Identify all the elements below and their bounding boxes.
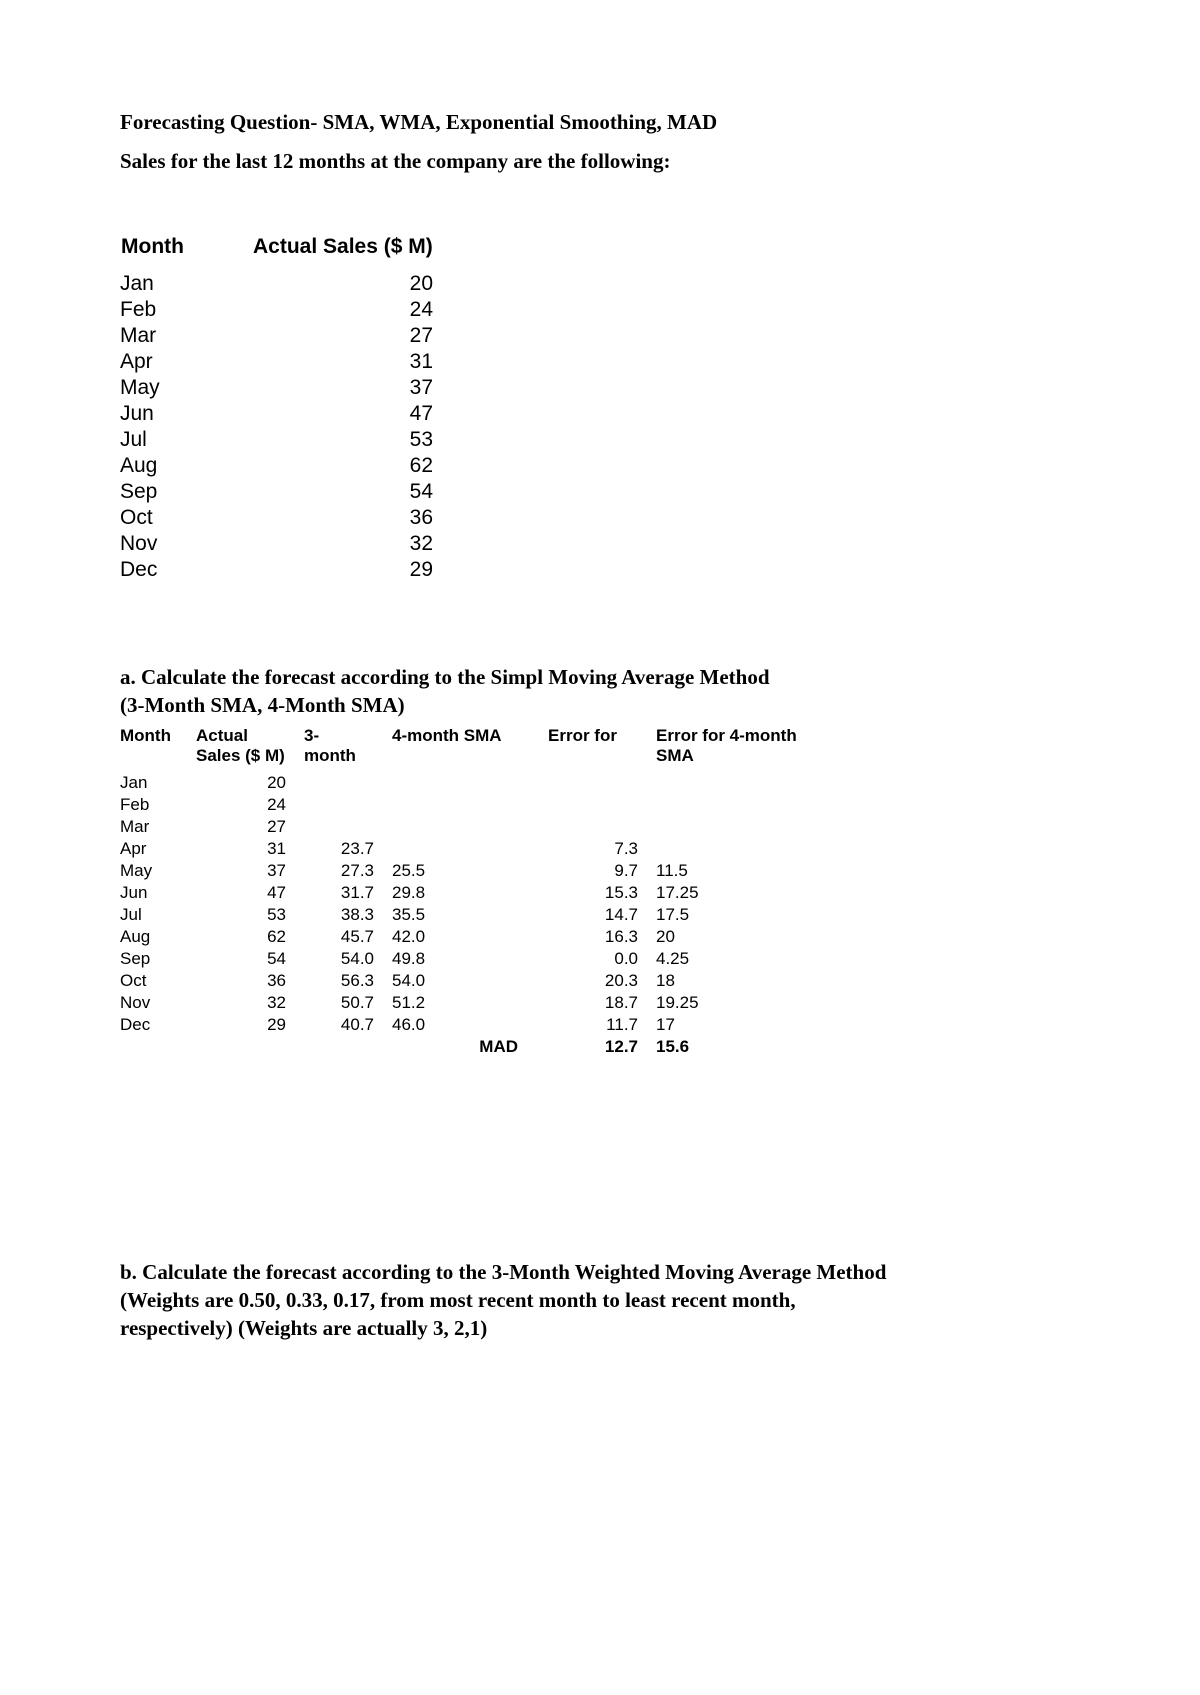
- table-row: May3727.325.59.711.5: [120, 860, 842, 882]
- table-row: Nov32: [120, 531, 443, 557]
- table-row: Oct3656.354.020.318: [120, 970, 842, 992]
- calc-table: Month Actual Sales ($ M) 3- month 4-mont…: [120, 724, 842, 1058]
- sales-header-value: Actual Sales ($ M): [252, 234, 443, 271]
- table-row: Apr31: [120, 349, 443, 375]
- section-b-heading: b. Calculate the forecast according to t…: [120, 1258, 1080, 1343]
- table-row: Sep5454.049.80.04.25: [120, 948, 842, 970]
- table-row: Jan20: [120, 271, 443, 297]
- table-row: Dec2940.746.011.717: [120, 1014, 842, 1036]
- sales-header-month: Month: [120, 234, 252, 271]
- table-row: Mar27: [120, 816, 842, 838]
- page-title: Forecasting Question- SMA, WMA, Exponent…: [120, 110, 1080, 135]
- calc-header-sma3: 3- month: [304, 724, 392, 772]
- calc-header-actual: Actual Sales ($ M): [196, 724, 304, 772]
- table-row: Aug62: [120, 453, 443, 479]
- mad-row: MAD 12.7 15.6: [120, 1036, 842, 1058]
- table-row: Jul5338.335.514.717.5: [120, 904, 842, 926]
- page-subtitle: Sales for the last 12 months at the comp…: [120, 149, 1080, 174]
- table-row: Feb24: [120, 794, 842, 816]
- table-row: Dec29: [120, 557, 443, 583]
- document-page: Forecasting Question- SMA, WMA, Exponent…: [0, 0, 1200, 1403]
- calc-header-sma4: 4-month SMA: [392, 724, 548, 772]
- calc-header-err4: Error for 4-month SMA: [656, 724, 842, 772]
- mad-err3: 12.7: [548, 1036, 656, 1058]
- section-a-heading: a. Calculate the forecast according to t…: [120, 663, 1080, 720]
- table-row: Feb24: [120, 297, 443, 323]
- mad-err4: 15.6: [656, 1036, 842, 1058]
- table-row: Apr3123.77.3: [120, 838, 842, 860]
- table-row: Jul53: [120, 427, 443, 453]
- table-row: May37: [120, 375, 443, 401]
- table-row: Sep54: [120, 479, 443, 505]
- table-row: Jun4731.729.815.317.25: [120, 882, 842, 904]
- table-row: Jun47: [120, 401, 443, 427]
- calc-header-err3: Error for: [548, 724, 656, 772]
- table-row: Jan20: [120, 772, 842, 794]
- table-row: Aug6245.742.016.320: [120, 926, 842, 948]
- sales-table: Month Actual Sales ($ M) Jan20 Feb24 Mar…: [120, 234, 443, 583]
- table-row: Nov3250.751.218.719.25: [120, 992, 842, 1014]
- table-row: Oct36: [120, 505, 443, 531]
- mad-label: MAD: [392, 1036, 548, 1058]
- table-row: Mar27: [120, 323, 443, 349]
- calc-header-month: Month: [120, 724, 196, 772]
